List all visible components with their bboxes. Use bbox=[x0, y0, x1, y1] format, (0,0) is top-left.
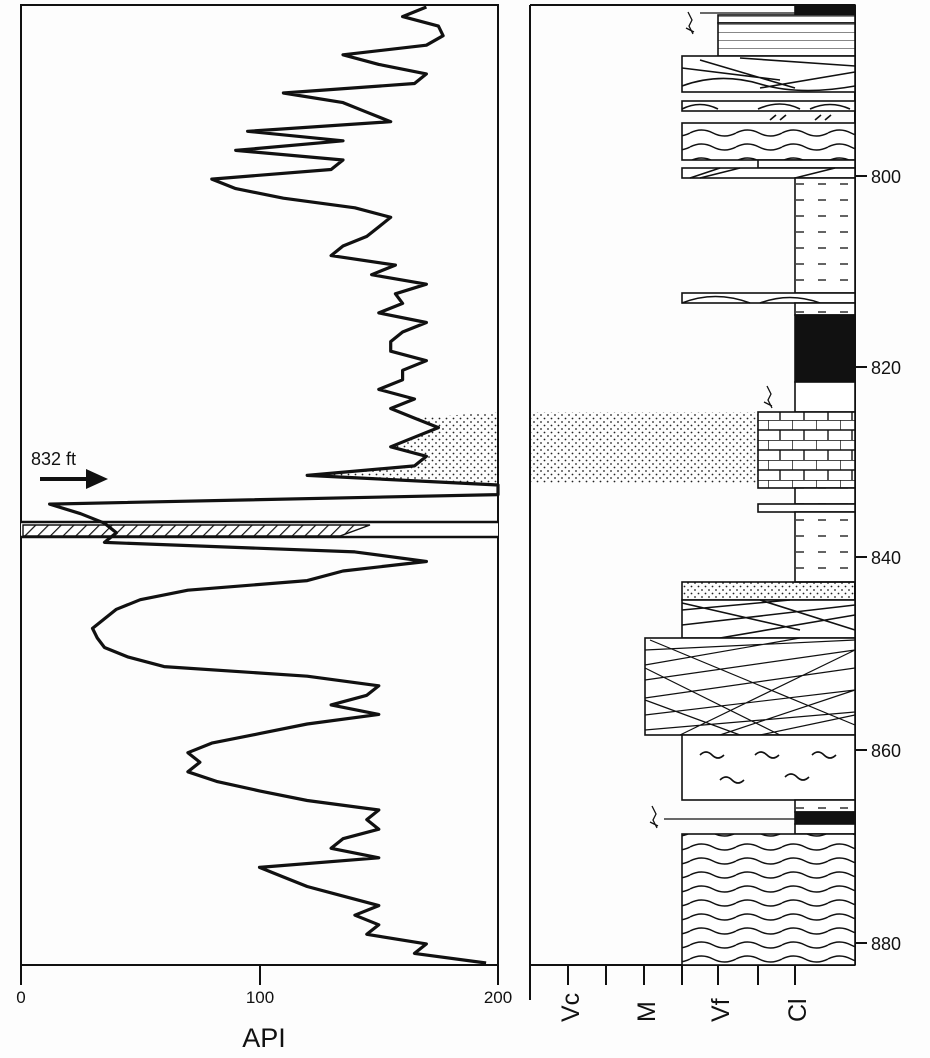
api-tick-label-100: 100 bbox=[246, 988, 274, 1007]
bed-wavy-2 bbox=[681, 833, 856, 966]
bed-shale-2 bbox=[794, 302, 856, 316]
bed-clay-lower bbox=[794, 823, 856, 835]
bed-coal-top bbox=[794, 4, 856, 16]
root-trace-icon-middle bbox=[763, 385, 773, 409]
root-trace-markers bbox=[649, 11, 795, 829]
climbing-ripple-marks bbox=[769, 114, 832, 121]
grain-size-label-m: M bbox=[633, 1001, 661, 1022]
api-axis-title: API bbox=[242, 1023, 286, 1053]
depth-label-840: 840 bbox=[871, 548, 901, 568]
bed-coal-main bbox=[794, 314, 856, 383]
cross-bed-strokes-1 bbox=[681, 57, 856, 92]
grain-size-label-cl: Cl bbox=[784, 998, 812, 1022]
api-tick-label-0: 0 bbox=[16, 988, 25, 1007]
depth-label-800: 800 bbox=[871, 167, 901, 187]
bed-coal-lower bbox=[794, 811, 856, 825]
bed-cross-bedded-2 bbox=[681, 599, 856, 639]
depth-label-860: 860 bbox=[871, 741, 901, 761]
ripple-strokes-2 bbox=[681, 295, 821, 304]
lithology-beds bbox=[644, 4, 856, 966]
depth-label-880: 880 bbox=[871, 934, 901, 954]
bed-shale-3 bbox=[794, 487, 856, 505]
depth-arrow-head bbox=[86, 469, 108, 489]
sandstone-band-continuation bbox=[530, 412, 758, 484]
bed-wavy-1 bbox=[681, 122, 856, 161]
bed-shale-5 bbox=[794, 799, 856, 813]
cross-bed-strokes-3 bbox=[644, 637, 856, 736]
bed-shale-4 bbox=[794, 511, 856, 583]
cross-thin-strokes bbox=[689, 167, 836, 179]
bed-siltstone-thin bbox=[757, 503, 856, 513]
depth-annotation-832: 832 ft bbox=[31, 449, 76, 469]
cross-bed-strokes-2 bbox=[681, 599, 856, 639]
root-trace-icon-bottom bbox=[649, 805, 795, 829]
api-axis-ticks bbox=[20, 965, 499, 985]
hatched-marker-bed bbox=[22, 524, 371, 537]
bed-cross-thin bbox=[681, 167, 856, 179]
ripple-strokes-thin bbox=[681, 103, 851, 110]
grain-size-label-vc: Vc bbox=[557, 993, 585, 1022]
bed-limestone bbox=[757, 411, 856, 489]
api-tick-label-200: 200 bbox=[484, 988, 512, 1007]
bed-cross-bedded-3 bbox=[644, 637, 856, 736]
depth-axis-ticks bbox=[855, 175, 867, 944]
bioturbation-marks bbox=[699, 751, 837, 784]
bed-laminated-3 bbox=[757, 159, 856, 169]
bed-shale-1 bbox=[794, 177, 856, 294]
grain-size-ticks bbox=[567, 965, 796, 985]
bed-clay-blank bbox=[794, 381, 856, 413]
bed-laminated-2 bbox=[717, 22, 856, 57]
gamma-log-panel: 832 ft 0 100 200 API bbox=[16, 4, 512, 1053]
lithology-panel: Vc M Vf Cl 800 820 840 860 880 bbox=[529, 4, 901, 1022]
depth-label-820: 820 bbox=[871, 358, 901, 378]
root-trace-icon-top bbox=[685, 11, 795, 35]
bed-ripple-2 bbox=[681, 292, 856, 304]
bed-laminated-1 bbox=[717, 14, 856, 24]
gamma-ray-curve bbox=[47, 5, 500, 965]
bed-sandstone-thin bbox=[681, 581, 856, 601]
grain-size-label-vf: Vf bbox=[707, 998, 735, 1022]
bed-bioturbated bbox=[681, 734, 856, 801]
